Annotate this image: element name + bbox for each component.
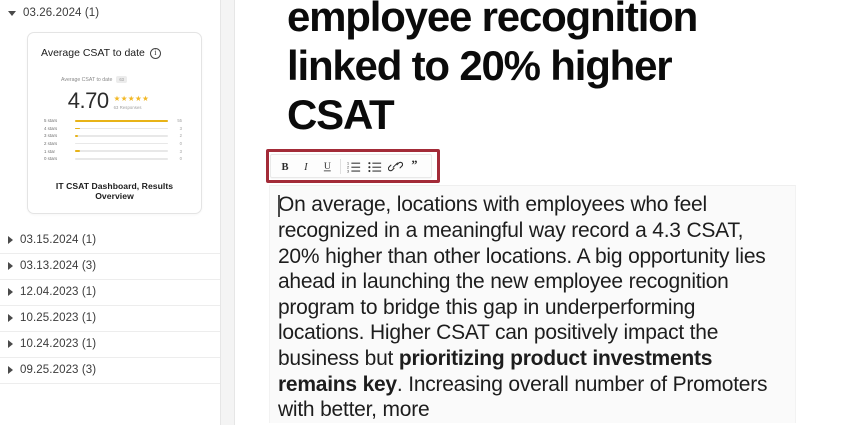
chart-header: Average CSAT to date 63 <box>41 76 188 83</box>
body-text-bold: prioritizing product investments remains… <box>278 347 713 396</box>
bold-icon[interactable]: B <box>275 155 296 177</box>
bar-track <box>75 150 168 152</box>
star-distribution-chart: 5 stars 55 4 stars 3 3 stars 2 2 stars 0 1 star 3… <box>41 117 188 163</box>
caret-right-icon <box>8 314 13 323</box>
editor-panel: employee recognition linked to 20% highe… <box>235 0 850 425</box>
svg-text:B: B <box>281 162 288 173</box>
sidebar-date-label: 03.13.2024 (3) <box>20 260 97 273</box>
caret-right-icon <box>8 262 13 271</box>
chart-count-badge: 63 <box>116 76 128 83</box>
svg-text:2: 2 <box>347 165 349 169</box>
insight-card-wrapper: Average CSAT to date i Average CSAT to d… <box>0 26 220 228</box>
sidebar-date-label: 10.24.2023 (1) <box>20 338 97 351</box>
info-icon[interactable]: i <box>149 47 161 59</box>
bar-value-label: 55 <box>177 118 182 124</box>
bar-track <box>75 127 168 130</box>
text-caret <box>278 195 280 218</box>
sidebar-date-label: 03.15.2024 (1) <box>20 234 97 247</box>
card-title-text: Average CSAT to date <box>41 47 145 59</box>
svg-text:3: 3 <box>347 169 349 173</box>
body-text-part2: . Increasing overall number of Promoters… <box>278 372 768 422</box>
bar-track <box>75 135 168 137</box>
bar-fill <box>75 135 79 137</box>
bar-fill <box>75 120 168 122</box>
bar-row: 0 stars 0 <box>44 155 182 163</box>
blockquote-icon[interactable]: ” <box>406 155 427 177</box>
body-text-part1: On average, locations with employees who… <box>278 193 766 371</box>
rich-text-editor[interactable]: On average, locations with employees who… <box>269 185 796 423</box>
sidebar-item-date-4[interactable]: 10.25.2023 (1) <box>0 305 220 332</box>
responses-count: 63 Responses <box>113 105 142 110</box>
bar-value-label: 0 <box>179 156 182 162</box>
underline-icon[interactable]: U <box>317 155 338 177</box>
card-title-row: Average CSAT to date i <box>41 47 188 59</box>
unordered-list-icon[interactable] <box>364 155 385 177</box>
csat-insight-card[interactable]: Average CSAT to date i Average CSAT to d… <box>27 32 202 214</box>
bar-track <box>75 142 168 145</box>
bar-track <box>75 120 168 122</box>
caret-right-icon <box>8 288 13 297</box>
sidebar-date-label: 12.04.2023 (1) <box>20 286 97 299</box>
italic-icon[interactable]: I <box>296 155 317 177</box>
svg-text:1: 1 <box>347 161 349 165</box>
bar-value-label: 0 <box>179 141 182 147</box>
bar-category-label: 3 stars <box>44 133 58 139</box>
sidebar-item-date-0[interactable]: 03.26.2024 (1) <box>0 0 220 26</box>
ordered-list-icon[interactable]: 1 2 3 <box>343 155 364 177</box>
bar-fill <box>75 150 81 152</box>
bar-value-label: 3 <box>179 148 182 154</box>
bar-row: 1 star 3 <box>44 147 182 155</box>
formatting-toolbar: B I U 1 2 3 <box>270 154 432 179</box>
sidebar-date-label: 10.25.2023 (1) <box>20 312 97 325</box>
panel-divider <box>221 0 235 425</box>
bar-fill <box>75 127 81 130</box>
sidebar-date-label: 09.25.2023 (3) <box>20 364 97 377</box>
bar-category-label: 2 stars <box>44 141 58 147</box>
document-body: employee recognition linked to 20% highe… <box>235 0 850 423</box>
card-caption: IT CSAT Dashboard, Results Overview <box>55 180 174 201</box>
star-rating-icon: ★★★★★ <box>113 94 150 103</box>
bar-value-label: 3 <box>179 125 182 131</box>
link-icon[interactable] <box>385 155 406 177</box>
bar-category-label: 4 stars <box>44 125 58 131</box>
editor-paragraph[interactable]: On average, locations with employees who… <box>278 192 783 422</box>
bar-row: 3 stars 2 <box>44 132 182 140</box>
insights-sidebar: 03.26.2024 (1) Average CSAT to date i Av… <box>0 0 221 425</box>
bar-value-label: 2 <box>179 133 182 139</box>
bar-category-label: 0 stars <box>44 156 58 162</box>
svg-text:U: U <box>324 161 331 172</box>
caret-right-icon <box>8 340 13 349</box>
sidebar-item-date-2[interactable]: 03.13.2024 (3) <box>0 253 220 280</box>
caret-right-icon <box>8 236 13 245</box>
sidebar-item-date-6[interactable]: 09.25.2023 (3) <box>0 357 220 384</box>
page-title[interactable]: employee recognition linked to 20% highe… <box>287 0 698 139</box>
bar-track <box>75 157 168 160</box>
score-side: ★★★★★ 63 Responses <box>114 95 150 112</box>
bar-row: 2 stars 0 <box>44 140 182 148</box>
caret-down-icon <box>8 10 16 16</box>
sidebar-item-date-1[interactable]: 03.15.2024 (1) <box>0 227 220 254</box>
sidebar-item-date-5[interactable]: 10.24.2023 (1) <box>0 331 220 358</box>
bar-category-label: 1 star <box>44 148 55 154</box>
chart-title: Average CSAT to date <box>61 76 113 83</box>
average-score-value: 4.70 <box>67 88 109 113</box>
bar-row: 4 stars 3 <box>44 125 182 133</box>
svg-text:I: I <box>303 162 308 173</box>
bar-category-label: 5 stars <box>44 118 58 124</box>
caret-right-icon <box>8 366 13 375</box>
toolbar-zone: B I U 1 2 3 <box>266 149 790 184</box>
toolbar-separator <box>340 158 341 174</box>
sidebar-item-date-3[interactable]: 12.04.2023 (1) <box>0 279 220 306</box>
bar-row: 5 stars 55 <box>44 117 182 125</box>
sidebar-date-label: 03.26.2024 (1) <box>23 7 100 19</box>
svg-text:”: ” <box>411 160 417 172</box>
score-row: 4.70 ★★★★★ 63 Responses <box>41 90 188 112</box>
